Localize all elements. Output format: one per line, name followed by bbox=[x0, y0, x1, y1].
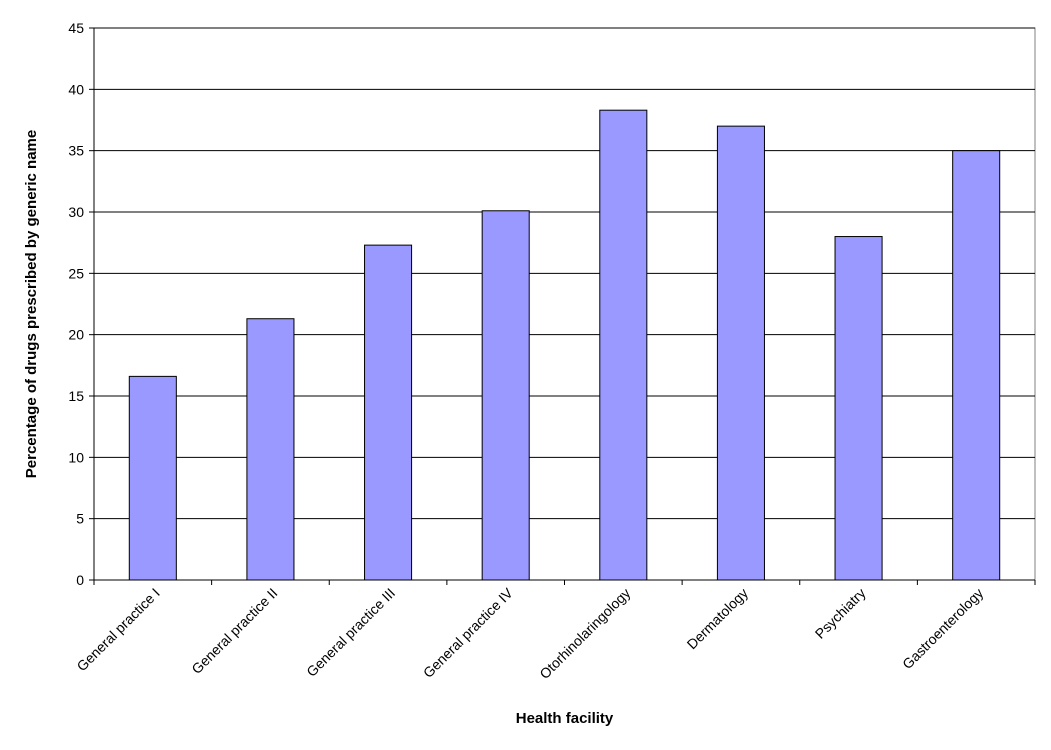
y-tick-label: 30 bbox=[68, 204, 84, 220]
bar-general-practice-iv bbox=[481, 210, 530, 581]
bar-gastroenterology bbox=[952, 150, 1001, 581]
bar-general-practice-i bbox=[128, 375, 177, 581]
x-tick-label: General practice I bbox=[73, 585, 162, 674]
plot-area bbox=[93, 27, 1036, 581]
bar-otorhinolaringology bbox=[599, 109, 648, 581]
bar-general-practice-ii bbox=[246, 318, 295, 581]
y-tick-label: 45 bbox=[68, 20, 84, 36]
x-tick-label: General practice IV bbox=[420, 584, 517, 681]
y-tick-label: 35 bbox=[68, 143, 84, 159]
x-tick-labels: General practice I General practice II Gen… bbox=[73, 584, 986, 682]
x-tick-label: Gastroenterology bbox=[899, 585, 986, 672]
x-tick-label: Psychiatry bbox=[812, 585, 869, 642]
x-tick-label: Dermatology bbox=[684, 585, 751, 652]
y-tick-label: 0 bbox=[76, 572, 84, 588]
y-axis-title: Percentage of drugs prescribed by generi… bbox=[23, 130, 40, 478]
bar-psychiatry bbox=[834, 236, 883, 581]
x-tick-label: General practice II bbox=[188, 585, 280, 677]
bars bbox=[128, 109, 1001, 581]
y-tick-label: 20 bbox=[68, 327, 84, 343]
y-tick-label: 25 bbox=[68, 265, 84, 281]
x-tick-label: General practice III bbox=[303, 585, 398, 680]
y-tick-label: 5 bbox=[76, 511, 84, 527]
y-tick-label: 10 bbox=[68, 449, 84, 465]
x-axis-title: Health facility bbox=[516, 710, 614, 727]
bar-general-practice-iii bbox=[364, 244, 413, 581]
axes bbox=[89, 27, 1036, 585]
y-tick-label: 15 bbox=[68, 388, 84, 404]
x-tick-label: Otorhinolaringology bbox=[536, 585, 633, 682]
bar-dermatology bbox=[716, 125, 765, 581]
y-tick-label: 40 bbox=[68, 81, 84, 97]
y-tick-labels: 0 5 10 15 20 25 30 35 40 45 bbox=[68, 20, 84, 588]
